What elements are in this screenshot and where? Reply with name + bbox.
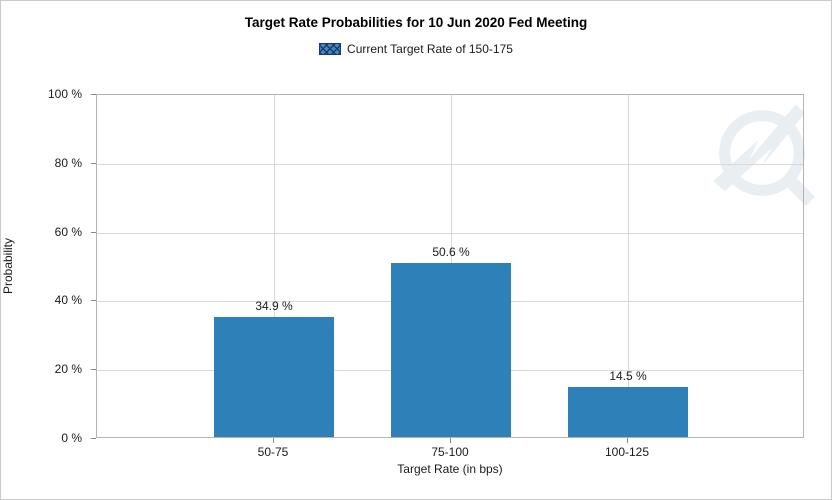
legend: Current Target Rate of 150-175 — [1, 42, 831, 56]
x-tick-mark — [273, 438, 274, 443]
x-tick-mark — [627, 438, 628, 443]
watermark-lightning-logo-icon — [713, 104, 816, 207]
y-tick-mark — [91, 300, 96, 302]
bar-100-125: 14.5 % — [568, 369, 688, 437]
gridline-vertical — [627, 95, 629, 437]
x-tick-label: 50-75 — [257, 445, 289, 459]
x-tick-label: 75-100 — [431, 445, 469, 459]
bar-75-100: 50.6 % — [391, 245, 511, 437]
gridline-horizontal — [97, 232, 803, 234]
plot-area: 34.9 % 50.6 % 14.5 % — [96, 94, 804, 438]
y-tick-mark — [91, 162, 96, 164]
y-tick-label: 100 % — [47, 87, 82, 101]
bar-value-label: 14.5 % — [609, 369, 647, 384]
y-tick-mark — [91, 231, 96, 233]
y-tick-mark — [91, 369, 96, 371]
legend-label: Current Target Rate of 150-175 — [347, 42, 513, 56]
y-tick-label: 40 % — [54, 293, 82, 308]
y-tick-label: 60 % — [54, 224, 82, 239]
bar-value-label: 34.9 % — [255, 298, 293, 313]
y-tick-label: 80 % — [54, 155, 82, 170]
legend-swatch-crosshatch — [319, 43, 342, 55]
gridline-vertical — [273, 95, 275, 437]
x-tick-label: 100-125 — [604, 445, 650, 459]
gridline-horizontal — [97, 163, 803, 165]
y-tick-label: 20 % — [54, 362, 82, 377]
y-axis-title: Probability — [1, 237, 15, 295]
x-tick-mark — [450, 438, 451, 443]
chart-title: Target Rate Probabilities for 10 Jun 202… — [244, 15, 588, 30]
bar-value-label: 50.6 % — [432, 244, 470, 259]
bar-50-75: 34.9 % — [214, 299, 334, 437]
y-tick-mark — [91, 94, 96, 95]
x-axis-title: Target Rate (in bps) — [397, 462, 503, 476]
y-tick-label: 0 % — [61, 431, 82, 445]
y-tick-mark — [91, 438, 96, 439]
